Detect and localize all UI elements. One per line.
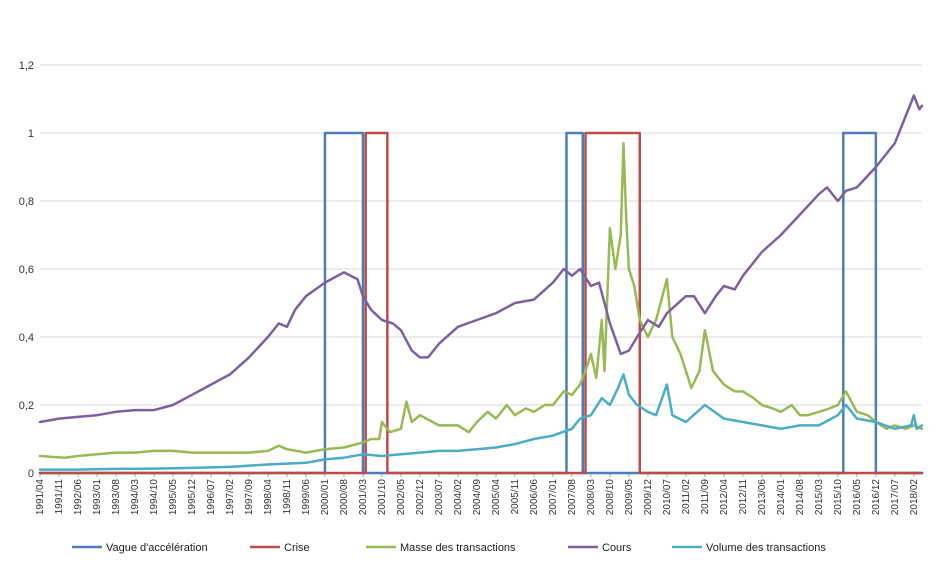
- x-tick-label: 2006/06: [529, 479, 540, 516]
- legend-label: Masse des transactions: [400, 542, 516, 554]
- y-tick-label: 0,4: [19, 332, 34, 344]
- x-tick-label: 2016/12: [871, 479, 882, 516]
- x-tick-label: 2001/03: [358, 479, 369, 516]
- y-tick-labels: 0 0,2 0,4 0,6 0,8 1 1,2: [19, 60, 34, 480]
- x-tick-label: 1994/03: [130, 479, 141, 516]
- legend-label: Vague d'accélération: [106, 542, 208, 554]
- x-tick-label: 1995/12: [187, 479, 198, 516]
- y-tick-label: 0,8: [19, 196, 34, 208]
- x-tick-label: 2002/05: [396, 479, 407, 516]
- x-tick-label: 2014/01: [776, 479, 787, 516]
- x-tick-label: 1999/06: [301, 479, 312, 516]
- x-tick-label: 2003/07: [434, 479, 445, 516]
- x-tick-label: 1997/02: [225, 479, 236, 516]
- x-tick-label: 2017/07: [890, 479, 901, 516]
- legend-label: Volume des transactions: [706, 542, 826, 554]
- legend-label: Cours: [602, 542, 632, 554]
- series-line-0: [38, 131, 924, 475]
- x-tick-label: 1995/05: [168, 479, 179, 516]
- x-tick-label: 2010/07: [662, 479, 673, 516]
- x-tick-label: 2014/08: [795, 479, 806, 516]
- x-tick-label: 2016/05: [852, 479, 863, 516]
- x-tick-label: 2008/03: [586, 479, 597, 516]
- x-tick-label: 2013/06: [757, 479, 768, 516]
- x-tick-label: 2004/09: [472, 479, 483, 516]
- x-tick-label: 2000/01: [320, 479, 331, 516]
- x-tick-label: 2002/12: [415, 479, 426, 516]
- y-tick-label: 1: [28, 128, 34, 140]
- x-tick-label: 1993/01: [92, 479, 103, 516]
- x-tick-label: 1994/10: [149, 479, 160, 516]
- legend: Vague d'accélération Crise Masse des trans…: [72, 542, 826, 554]
- x-tick-label: 2005/11: [510, 479, 521, 515]
- x-tick-label: 2000/08: [339, 479, 350, 516]
- x-tick-label: 1997/09: [244, 479, 255, 516]
- x-tick-label: 1998/04: [263, 479, 274, 516]
- x-tick-label: 2004/02: [453, 479, 464, 516]
- x-tick-label: 1996/07: [206, 479, 217, 516]
- x-tick-label: 2007/01: [548, 479, 559, 516]
- x-tick-label: 1998/11: [282, 479, 293, 515]
- x-tick-label: 2001/10: [377, 479, 388, 516]
- x-tick-label: 2015/10: [833, 479, 844, 516]
- x-tick-label: 2012/04: [719, 479, 730, 516]
- y-tick-label: 1,2: [19, 60, 34, 72]
- x-tick-labels: 1991/04 1991/11 1992/06 1993/01 1993/08 1994/…: [35, 479, 920, 516]
- x-tick-label: 1993/08: [111, 479, 122, 516]
- x-tick-label: 2005/04: [491, 479, 502, 516]
- y-tick-label: 0,2: [19, 400, 34, 412]
- series-line-4: [38, 373, 924, 471]
- series-line-2: [38, 141, 924, 459]
- x-tick-label: 2008/10: [605, 479, 616, 516]
- series-lines: [38, 94, 924, 475]
- y-tick-label: 0: [28, 468, 34, 480]
- x-tick-label: 2012/11: [738, 479, 749, 515]
- x-tick-label: 2015/03: [814, 479, 825, 516]
- x-tick-label: 2011/09: [700, 479, 711, 515]
- legend-label: Crise: [284, 542, 310, 554]
- series-line-3: [38, 94, 924, 424]
- y-tick-label: 0,6: [19, 264, 34, 276]
- x-tick-label: 1991/04: [35, 479, 46, 516]
- gridlines: [40, 64, 922, 406]
- x-tick-label: 1991/11: [54, 479, 65, 515]
- x-tick-label: 2009/12: [643, 479, 654, 516]
- x-tick-label: 2007/08: [567, 479, 578, 516]
- series-line-1: [38, 131, 924, 475]
- x-tick-label: 1992/06: [73, 479, 84, 516]
- x-tick-label: 2009/05: [624, 479, 635, 516]
- x-tick-label: 2011/02: [681, 479, 692, 515]
- x-tick-label: 2018/02: [909, 479, 920, 516]
